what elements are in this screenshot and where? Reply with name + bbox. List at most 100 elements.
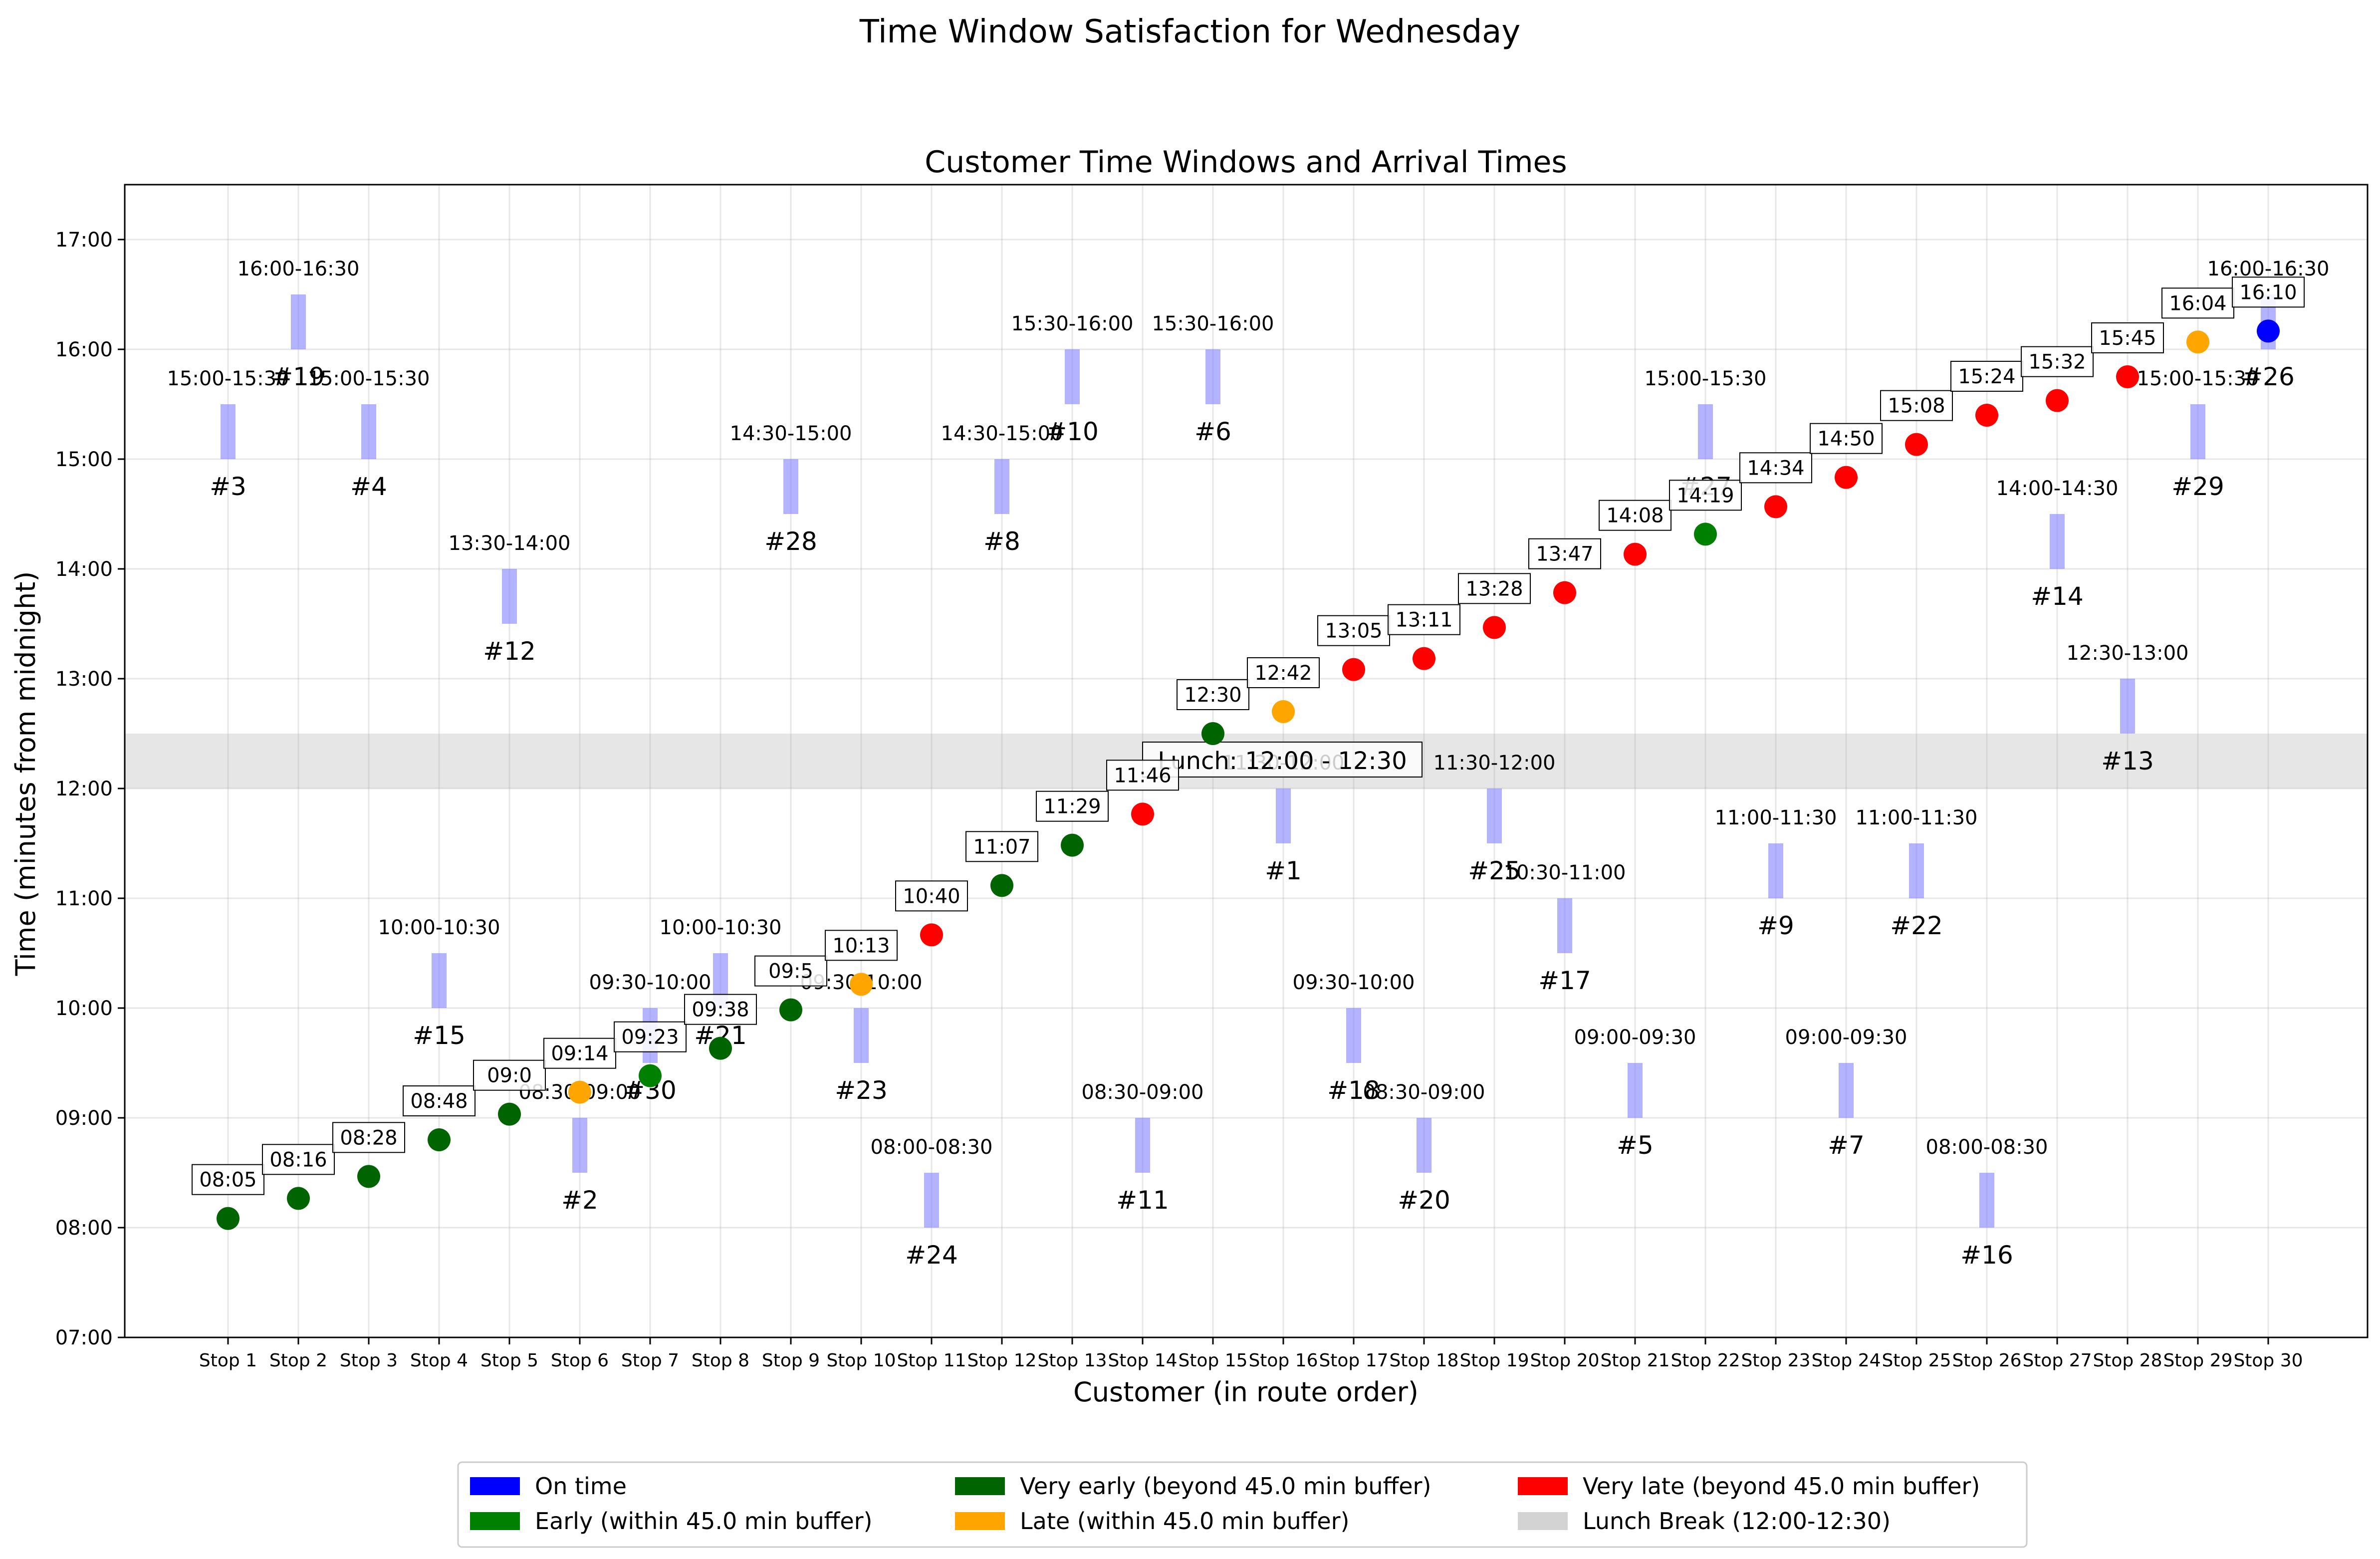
x-tick-label: Stop 23 [1741, 1350, 1810, 1371]
legend: On time Early (within 45.0 min buffer) Ver… [457, 1461, 2028, 1548]
legend-swatch [1518, 1512, 1568, 1530]
arrival-label: 10:13 [832, 934, 890, 957]
time-window-label: 15:00-15:30 [2137, 367, 2259, 390]
y-tick-label: 09:00 [55, 1107, 113, 1130]
customer-label: #26 [2242, 362, 2295, 391]
time-window-bar [1979, 1173, 1994, 1228]
legend-label: Very late (beyond 45.0 min buffer) [1583, 1473, 1980, 1500]
time-window-bar [1487, 788, 1502, 843]
arrival-marker [1131, 802, 1154, 826]
arrival-label: 08:48 [410, 1090, 468, 1113]
arrival-label-box [2232, 276, 2305, 308]
customer-label: #8 [983, 527, 1020, 556]
legend-label: Very early (beyond 45.0 min buffer) [1020, 1473, 1431, 1500]
y-tick-label: 16:00 [55, 338, 113, 361]
arrival-label: 14:34 [1747, 457, 1804, 480]
x-tick-label: Stop 19 [1459, 1350, 1529, 1371]
x-tick-label: Stop 6 [551, 1350, 609, 1371]
x-tick-label: Stop 20 [1530, 1350, 1599, 1371]
time-window-bar [1205, 349, 1220, 404]
arrival-marker [2257, 319, 2280, 343]
customer-label: #4 [350, 472, 387, 501]
arrival-label-box [754, 955, 827, 987]
arrival-label-box [1036, 790, 1109, 822]
arrival-label-box [1528, 538, 1601, 569]
arrival-marker [1272, 700, 1295, 723]
customer-label: #17 [1538, 966, 1591, 995]
time-window-bar [1909, 843, 1924, 898]
x-tick-label: Stop 17 [1319, 1350, 1388, 1371]
x-tick-label: Stop 4 [410, 1350, 468, 1371]
y-axis-label: Time (minutes from midnight) [10, 571, 41, 977]
arrival-marker [1061, 833, 1084, 857]
arrival-label-box [1599, 500, 1671, 531]
arrival-label-box [332, 1122, 405, 1153]
customer-label: #12 [483, 637, 536, 666]
y-tick-label: 11:00 [55, 887, 113, 910]
time-window-label: 11:00-11:30 [1856, 806, 1978, 829]
arrival-label-box [825, 930, 898, 961]
customer-label: #3 [210, 472, 246, 501]
time-window-bar [1417, 1118, 1431, 1173]
arrival-label-box [895, 880, 968, 912]
arrival-label: 10:40 [903, 885, 960, 908]
arrival-marker [1624, 542, 1647, 566]
customer-label: #14 [2031, 582, 2084, 611]
customer-label: #6 [1194, 417, 1231, 446]
time-window-bar [854, 1008, 869, 1063]
arrival-marker [1835, 466, 1858, 489]
x-tick-label: Stop 2 [269, 1350, 327, 1371]
time-window-bar [994, 459, 1009, 514]
time-window-bar [1768, 843, 1783, 898]
time-window-label: 15:30-16:00 [1011, 312, 1134, 335]
arrival-marker [498, 1102, 521, 1126]
x-tick-label: Stop 8 [692, 1350, 749, 1371]
time-window-bar [1557, 898, 1572, 953]
time-window-label: 14:30-15:00 [730, 422, 852, 445]
customer-label: #2 [561, 1186, 598, 1215]
y-tick-label: 17:00 [55, 229, 113, 252]
time-window-label: 10:00-10:30 [378, 916, 500, 939]
customer-label: #28 [764, 527, 817, 556]
chart-title: Customer Time Windows and Arrival Times [925, 145, 1567, 180]
arrival-marker [639, 1064, 662, 1087]
arrival-marker [990, 874, 1013, 897]
arrival-label-box [1739, 452, 1812, 484]
arrival-label-box [192, 1164, 264, 1195]
time-window-label: 14:00-14:30 [1996, 477, 2119, 500]
arrival-marker [1764, 495, 1787, 519]
legend-swatch [955, 1477, 1005, 1495]
time-window-label: 08:00-08:30 [871, 1136, 993, 1159]
x-tick-label: Stop 26 [1952, 1350, 2021, 1371]
arrival-label-box [262, 1144, 335, 1175]
arrival-marker [217, 1207, 239, 1230]
y-tick-label: 14:00 [55, 558, 113, 581]
time-window-bar [361, 404, 376, 459]
time-window-label: 14:30-15:00 [941, 422, 1063, 445]
arrival-marker [1201, 722, 1224, 745]
time-window-bar [502, 569, 517, 624]
customer-label: #23 [835, 1076, 888, 1105]
legend-label: Early (within 45.0 min buffer) [535, 1508, 873, 1535]
time-window-label: 11:30-12:00 [1433, 752, 1556, 775]
arrival-label: 09:5 [768, 960, 813, 983]
x-tick-label: Stop 22 [1670, 1350, 1740, 1371]
time-window-label: 15:00-15:30 [1645, 367, 1767, 390]
arrival-marker [1975, 404, 1998, 427]
arrival-label: 09:14 [551, 1042, 608, 1065]
arrival-label: 08:28 [340, 1126, 397, 1149]
time-window-bar [432, 953, 447, 1008]
customer-label: #13 [2101, 747, 2154, 776]
x-tick-label: Stop 29 [2163, 1350, 2232, 1371]
y-tick-label: 08:00 [55, 1217, 113, 1240]
arrival-label-box [543, 1038, 616, 1069]
arrival-label-box [1388, 604, 1460, 635]
arrival-label: 11:46 [1114, 764, 1171, 787]
arrival-label-box [684, 994, 757, 1025]
customer-label: #15 [413, 1021, 466, 1050]
lunch-label-box [1142, 742, 1423, 778]
arrival-label-box [1247, 657, 1320, 688]
arrival-label: 15:32 [2028, 351, 2086, 374]
time-window-label: 09:00-09:30 [1785, 1026, 1907, 1049]
arrival-label: 11:07 [973, 835, 1030, 858]
